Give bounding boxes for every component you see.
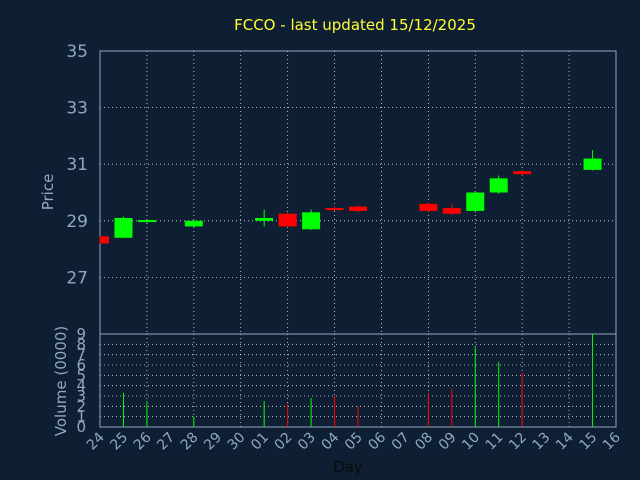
candle-body <box>583 158 602 170</box>
candle-body <box>489 178 508 193</box>
volume-tick-label: 3 <box>76 387 86 405</box>
candle-body <box>100 236 109 244</box>
price-tick-label: 29 <box>66 212 88 232</box>
volume-tick-label: 5 <box>76 366 86 384</box>
volume-tick-label: 0 <box>76 418 86 436</box>
candle <box>114 216 133 238</box>
candle-body <box>513 171 532 175</box>
volume-tick-label: 4 <box>76 377 86 395</box>
volume-axis-label: Volume (0000) <box>52 326 70 436</box>
volume-tick-label: 9 <box>76 325 86 343</box>
candle <box>184 220 203 228</box>
candle-body <box>466 192 485 211</box>
volume-tick-label: 8 <box>76 335 86 353</box>
candle-body <box>442 208 461 214</box>
candle-body <box>302 212 321 230</box>
candle <box>583 150 602 171</box>
candle-body <box>325 208 344 211</box>
candle <box>302 209 321 230</box>
candle <box>349 205 367 213</box>
volume-tick-label: 1 <box>76 408 86 426</box>
candle-body <box>137 220 156 223</box>
candle <box>442 203 461 216</box>
price-panel: 27 29 31 33 35 <box>66 42 617 335</box>
candle-body <box>349 206 367 211</box>
volume-tick-label: 6 <box>76 356 86 374</box>
candle <box>99 236 109 244</box>
volume-tick-label: 2 <box>76 397 86 415</box>
candle <box>325 206 344 211</box>
x-axis-label: Day <box>333 458 363 476</box>
candle-body <box>114 217 133 238</box>
candle-body <box>184 220 203 227</box>
candle <box>278 212 297 227</box>
price-axis-label: Price <box>39 174 57 211</box>
price-tick-label: 33 <box>66 99 88 119</box>
candle-body <box>255 217 274 221</box>
candle <box>137 219 156 223</box>
candle <box>419 202 438 213</box>
candle-body <box>278 213 297 227</box>
price-tick-label: 35 <box>66 42 88 62</box>
candle <box>489 175 508 194</box>
candle-body <box>419 203 438 211</box>
candle <box>513 169 532 176</box>
price-tick-label: 31 <box>66 155 88 175</box>
price-tick-label: 27 <box>66 268 88 288</box>
volume-tick-label: 7 <box>76 346 86 364</box>
candle <box>255 209 274 227</box>
chart-title: FCCO - last updated 15/12/2025 <box>234 16 476 34</box>
candle <box>466 191 485 213</box>
